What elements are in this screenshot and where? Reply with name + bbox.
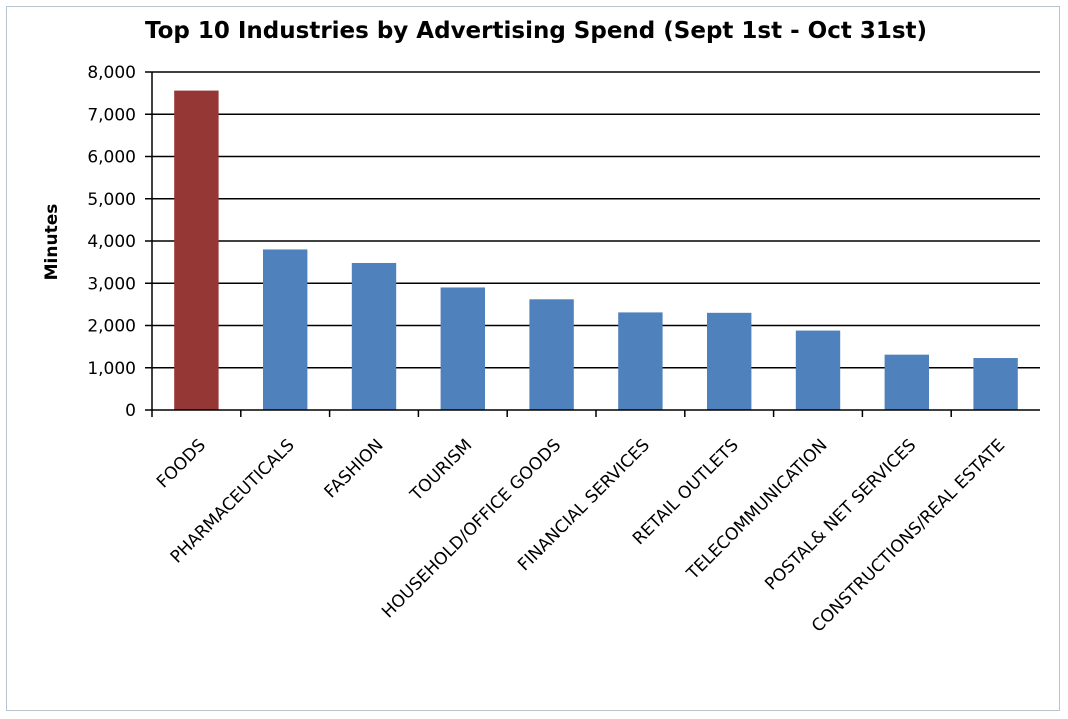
bar — [707, 312, 752, 410]
bar — [973, 358, 1018, 410]
y-tick-label: 2,000 — [87, 317, 136, 337]
y-tick-label: 6,000 — [87, 148, 136, 168]
bar — [795, 330, 841, 410]
y-axis-label: Minutes — [42, 204, 62, 281]
x-tick-label: FOODS — [153, 435, 210, 492]
bar — [174, 90, 219, 410]
bars — [174, 90, 1018, 410]
bar — [351, 262, 397, 410]
x-tick-label: TOURISM — [406, 435, 476, 505]
bar — [618, 312, 663, 410]
x-tick-label: POSTAL& NET SERVICES — [761, 435, 920, 594]
chart-title: Top 10 Industries by Advertising Spend (… — [145, 18, 927, 44]
axes — [151, 72, 1040, 411]
x-tick-label: CONSTRUCTIONS/REAL ESTATE — [808, 435, 1009, 636]
bar — [529, 299, 574, 410]
x-tick-label: HOUSEHOLD/OFFICE GOODS — [378, 435, 565, 622]
bar — [440, 287, 485, 410]
y-tick-label: 8,000 — [87, 63, 136, 83]
y-tick-label: 3,000 — [87, 274, 136, 294]
y-tick-label: 7,000 — [87, 105, 136, 125]
y-tick-labels: 0 1,000 2,000 3,000 4,000 5,000 6,000 7,000 8,00… — [87, 63, 136, 421]
y-tick-label: 4,000 — [87, 232, 136, 252]
y-tick-label: 1,000 — [87, 359, 136, 379]
bar — [884, 354, 929, 410]
y-tick-label: 5,000 — [87, 190, 136, 210]
y-tick-label: 0 — [125, 401, 136, 421]
bar — [263, 249, 308, 410]
x-tick-label: FASHION — [321, 435, 388, 502]
